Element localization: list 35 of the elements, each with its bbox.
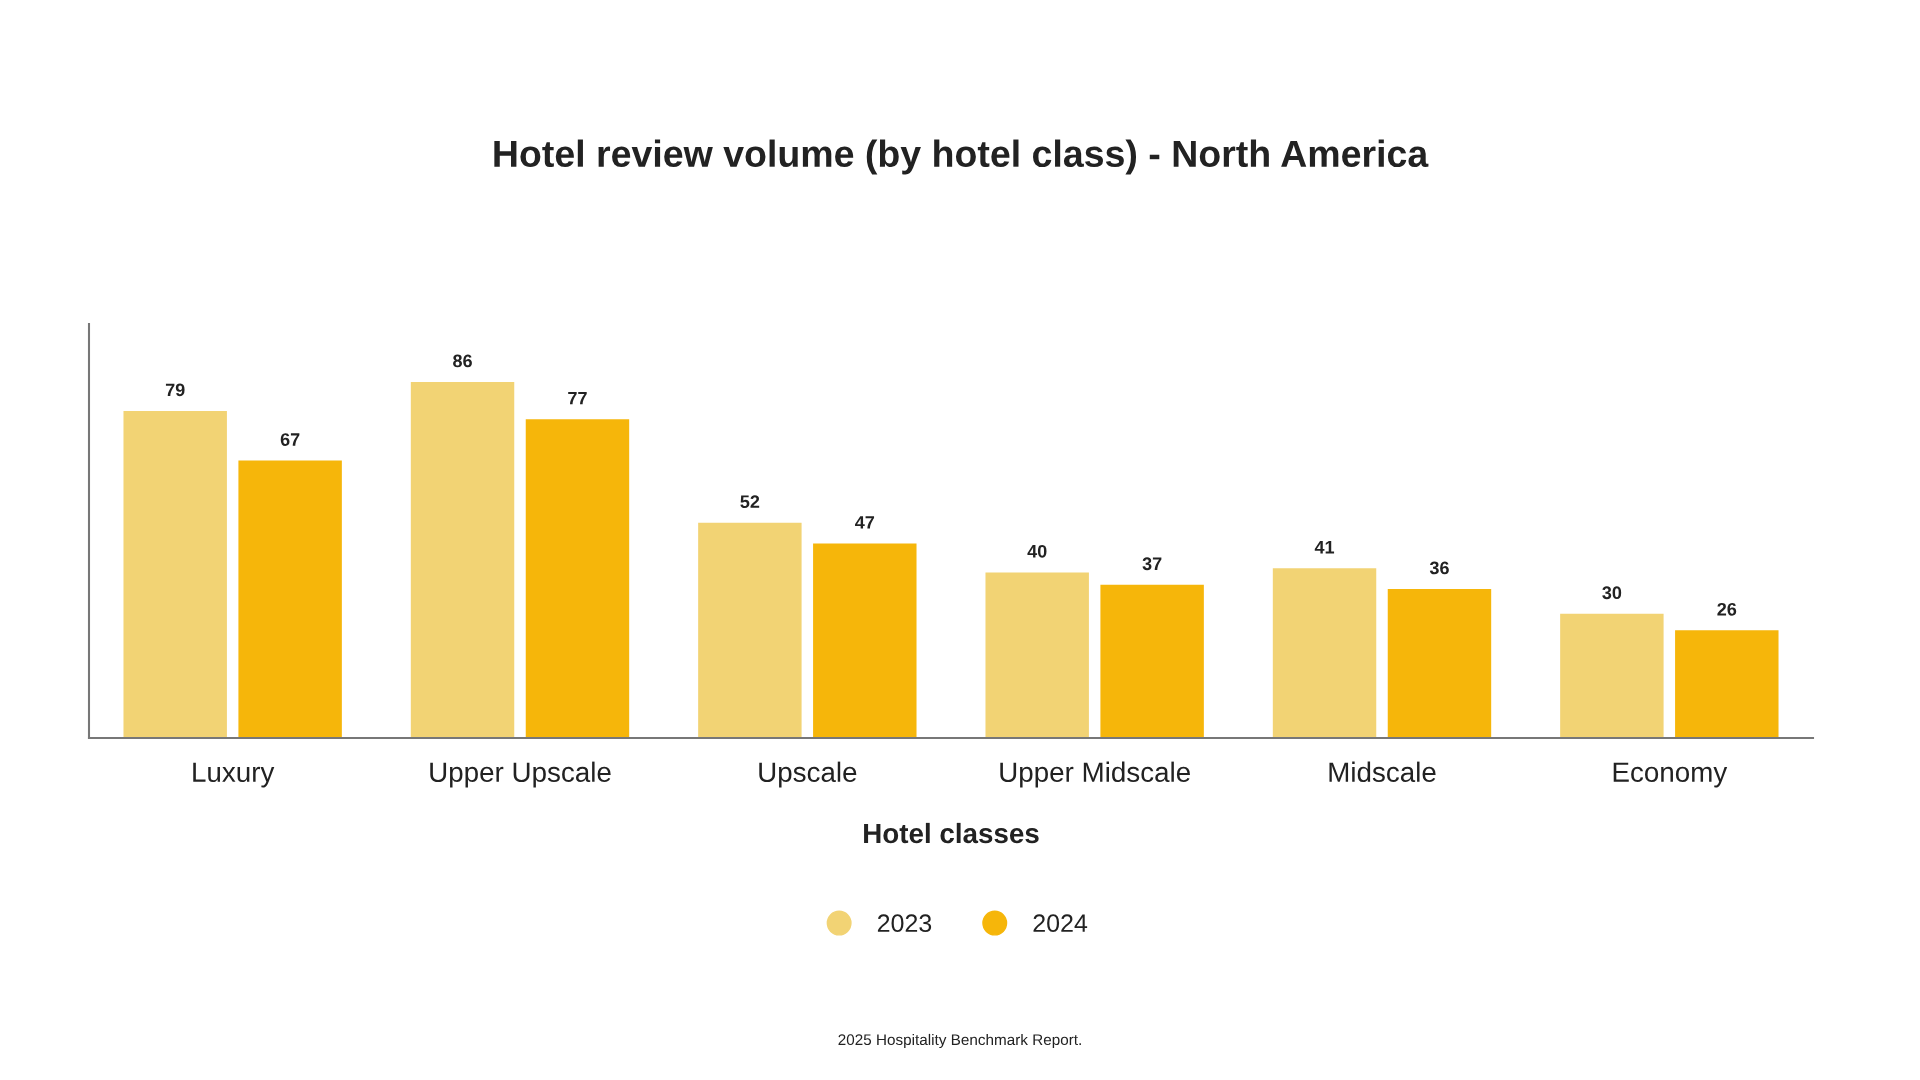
data-label: 52 xyxy=(740,495,760,509)
data-label: 36 xyxy=(1429,561,1449,575)
legend-label: 2023 xyxy=(877,914,932,933)
data-label: 41 xyxy=(1314,540,1335,554)
data-label: 47 xyxy=(855,516,875,529)
bar xyxy=(123,410,227,738)
bar xyxy=(525,419,630,738)
x-tick-label: Upper Upscale xyxy=(430,761,611,788)
data-label: 37 xyxy=(1142,557,1162,571)
data-label: 79 xyxy=(165,383,185,397)
bar xyxy=(1387,588,1492,738)
bar xyxy=(985,572,1089,738)
data-label: 40 xyxy=(1027,544,1047,558)
bar xyxy=(410,381,515,738)
data-label: 26 xyxy=(1717,602,1737,616)
bar xyxy=(1560,613,1664,738)
bar xyxy=(238,460,342,738)
x-tick-label: Luxury xyxy=(193,762,275,788)
x-axis-title: Hotel classes xyxy=(864,822,1039,844)
data-label: 67 xyxy=(280,433,300,446)
chart-title: Hotel review volume (by hotel class) - North America xyxy=(494,139,1429,175)
data-label: 30 xyxy=(1602,586,1622,600)
bar xyxy=(1272,568,1377,738)
bar xyxy=(813,543,917,738)
text: 2025 Hospitality Benchmark Report. xyxy=(838,1033,1081,1049)
x-tick-label: Upper Midscale xyxy=(1000,761,1190,788)
x-tick-label: Upscale xyxy=(759,761,857,788)
bar xyxy=(1100,584,1204,738)
data-label: 77 xyxy=(568,391,587,405)
x-tick-label: Midscale xyxy=(1329,761,1436,783)
bar xyxy=(698,522,802,738)
x-tick-label: Economy xyxy=(1613,762,1728,788)
legend-label: 2024 xyxy=(1033,914,1088,933)
data-label: 86 xyxy=(453,354,472,368)
bar xyxy=(1675,630,1779,738)
